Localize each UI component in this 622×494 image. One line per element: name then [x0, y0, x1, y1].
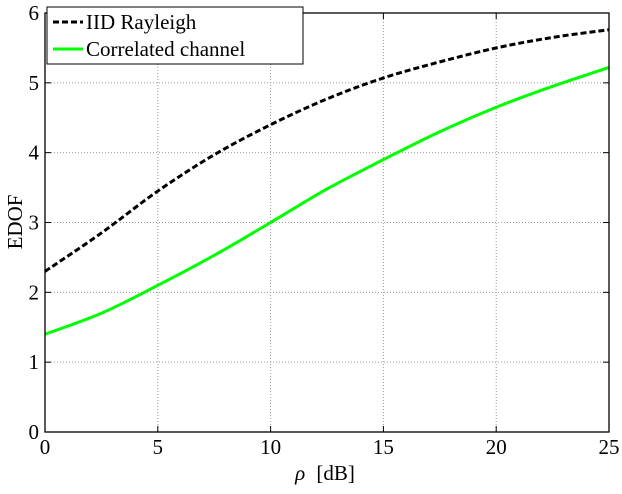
y-axis-label: EDOF: [3, 195, 27, 250]
x-tick-label: 25: [599, 435, 620, 459]
y-tick-label: 1: [29, 350, 40, 374]
y-tick-label: 0: [29, 420, 40, 444]
x-tick-label: 10: [260, 435, 281, 459]
y-tick-label: 3: [29, 211, 40, 235]
x-axis-label: ρ [dB]: [294, 461, 355, 485]
y-tick-label: 6: [29, 1, 40, 25]
legend-label-iid-rayleigh: IID Rayleigh: [86, 10, 197, 34]
y-tick-label: 4: [29, 141, 40, 165]
grid-layer: [45, 13, 609, 432]
y-tick-label: 5: [29, 71, 40, 95]
x-tick-label: 20: [486, 435, 507, 459]
legend: IID Rayleigh Correlated channel: [47, 7, 303, 64]
legend-label-correlated-channel: Correlated channel: [86, 37, 245, 61]
x-axis-label-unit: [dB]: [316, 461, 355, 485]
x-axis-label-symbol: ρ: [294, 461, 305, 485]
series-line-correlated-channel: [45, 67, 609, 334]
tick-layer: 0 5 10 15 20 25 0 1 2 3 4 5 6: [29, 1, 620, 459]
x-tick-label: 15: [373, 435, 394, 459]
series-line-iid-rayleigh: [45, 30, 609, 272]
series-layer: [45, 30, 609, 334]
x-tick-label: 0: [40, 435, 51, 459]
x-tick-label: 5: [153, 435, 164, 459]
y-tick-label: 2: [29, 280, 40, 304]
